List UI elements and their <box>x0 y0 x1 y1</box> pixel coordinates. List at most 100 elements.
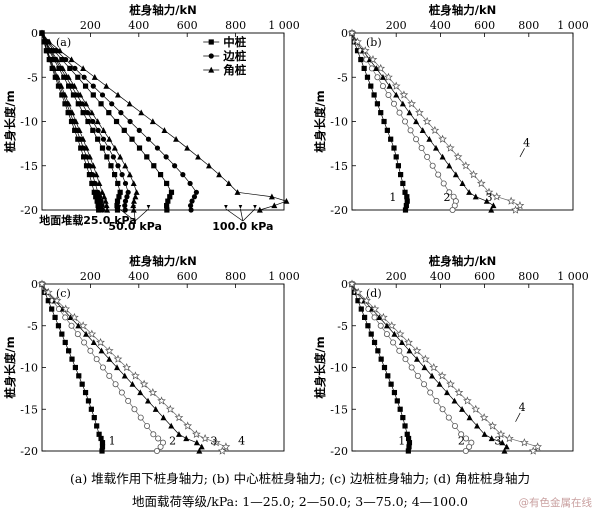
data-point <box>72 65 78 71</box>
data-point <box>85 398 92 404</box>
load-group-label: 100.0 kPa <box>212 220 273 233</box>
data-point <box>91 74 98 80</box>
data-point <box>390 339 397 346</box>
data-point <box>126 171 133 178</box>
y-tick-label: -10 <box>330 116 348 129</box>
data-point <box>144 154 150 160</box>
data-point <box>93 356 100 363</box>
data-point <box>108 163 114 169</box>
data-point <box>390 100 397 107</box>
x-axis-title: 桩身轴力/kN <box>129 254 196 268</box>
data-point <box>131 406 138 413</box>
data-point <box>72 364 78 371</box>
y-tick-label: -10 <box>330 362 348 375</box>
data-point <box>406 347 413 354</box>
data-point <box>414 372 421 379</box>
data-point <box>133 189 140 195</box>
series-triangle-25 <box>39 29 111 213</box>
data-point <box>406 444 412 450</box>
data-point <box>184 144 191 151</box>
data-point <box>126 100 133 107</box>
data-point <box>136 145 143 151</box>
data-point <box>377 322 384 329</box>
data-point <box>52 296 62 305</box>
data-point <box>99 364 106 371</box>
data-point <box>74 331 81 338</box>
data-point <box>69 109 76 116</box>
data-point <box>393 91 400 98</box>
data-point <box>399 100 406 107</box>
data-point <box>399 90 409 99</box>
y-tick-label: 0 <box>341 278 348 291</box>
data-point <box>103 202 110 209</box>
data-point <box>488 206 495 213</box>
x-tick-label: 600 <box>177 19 198 32</box>
data-point <box>83 163 90 169</box>
data-point <box>87 329 97 338</box>
data-point <box>106 372 113 379</box>
data-point <box>139 379 149 388</box>
x-tick-label: 400 <box>128 270 149 283</box>
data-point <box>395 163 402 169</box>
data-point <box>386 82 393 89</box>
data-point <box>404 194 410 200</box>
legend-item: 中桩 <box>203 35 247 49</box>
data-point <box>96 194 103 200</box>
data-point <box>413 355 420 362</box>
data-point <box>167 194 173 200</box>
group-arrow <box>119 208 136 222</box>
data-point <box>61 304 71 313</box>
series-4 <box>347 279 542 455</box>
data-point <box>89 172 96 178</box>
data-point <box>256 206 263 213</box>
data-point <box>113 354 123 363</box>
x-axis-title: 桩身轴力/kN <box>429 254 496 268</box>
data-point <box>418 145 425 152</box>
data-point <box>76 127 83 133</box>
load-group-label: 地面堆载25.0 kPa <box>39 213 136 227</box>
data-point <box>80 65 87 71</box>
group-arrow <box>134 208 149 222</box>
data-point <box>405 448 411 454</box>
data-point <box>62 314 69 321</box>
series-line <box>41 283 227 452</box>
data-point <box>368 331 374 337</box>
data-point <box>83 100 90 107</box>
data-point <box>400 415 406 421</box>
data-point <box>511 205 520 214</box>
data-point <box>398 339 405 346</box>
data-point <box>94 423 100 429</box>
data-point <box>454 388 464 397</box>
data-point <box>193 439 200 446</box>
data-point <box>90 339 97 346</box>
data-point <box>88 109 95 116</box>
data-point <box>361 314 368 320</box>
data-point <box>37 279 47 288</box>
data-point <box>100 136 107 142</box>
data-point <box>187 202 194 209</box>
data-point <box>208 39 214 45</box>
data-point <box>91 189 97 195</box>
data-point <box>67 65 73 71</box>
data-point <box>75 101 81 107</box>
group-arrowhead <box>238 205 243 209</box>
data-point <box>111 144 118 151</box>
data-point <box>70 92 77 98</box>
data-point <box>94 198 100 204</box>
data-point <box>39 29 45 36</box>
data-point <box>506 196 516 205</box>
data-point <box>110 154 116 160</box>
data-point <box>404 198 410 204</box>
data-point <box>375 348 381 354</box>
y-tick-label: -20 <box>330 445 348 458</box>
curve-label: 2 <box>444 191 451 204</box>
data-point <box>164 202 170 209</box>
data-point <box>466 443 473 450</box>
data-point <box>122 202 128 209</box>
data-point <box>86 153 93 160</box>
data-point <box>130 197 137 204</box>
data-point <box>87 163 93 169</box>
data-point <box>432 144 439 151</box>
data-point <box>80 110 86 116</box>
